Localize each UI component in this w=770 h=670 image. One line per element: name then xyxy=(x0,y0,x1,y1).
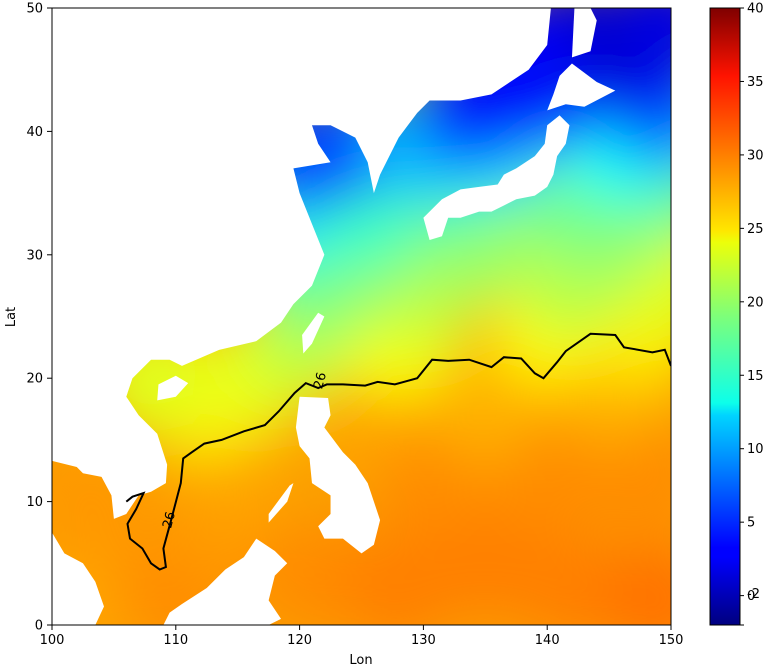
land-polygon xyxy=(52,532,104,625)
colorbar-tick-label: -2 xyxy=(747,587,760,602)
colorbar-tick-label: 20 xyxy=(747,295,764,310)
x-tick-label: 120 xyxy=(287,633,312,648)
y-tick-label: 10 xyxy=(26,495,43,510)
y-tick-label: 40 xyxy=(26,125,43,140)
y-tick-label: 20 xyxy=(26,372,43,387)
land-polygon xyxy=(302,312,325,354)
colorbar-ticks: -20 5 10 15 20 25 30 35 40 xyxy=(740,2,764,626)
colorbar-tick-label: 25 xyxy=(747,222,764,237)
plot-area: 26 26 xyxy=(52,8,671,625)
land-polygon xyxy=(163,538,288,625)
y-axis-ticks: 0 10 20 30 40 50 xyxy=(26,2,52,634)
y-tick-label: 30 xyxy=(26,248,43,263)
y-tick-label: 0 xyxy=(35,619,43,634)
colorbar-tick-label: 30 xyxy=(747,148,764,163)
colorbar: -20 5 10 15 20 25 30 35 40 xyxy=(709,2,764,626)
contour-label: 26 xyxy=(311,371,330,391)
colorbar-gradient xyxy=(709,7,741,626)
colorbar-tick-label: 10 xyxy=(747,442,764,457)
land-polygon xyxy=(571,8,597,58)
land-polygon xyxy=(157,375,189,401)
sst-sample xyxy=(253,517,370,625)
x-axis-ticks: 100 110 120 130 140 150 xyxy=(40,625,684,648)
sst-sample xyxy=(340,529,457,625)
x-tick-label: 110 xyxy=(163,633,188,648)
x-tick-label: 150 xyxy=(659,633,684,648)
plot-frame xyxy=(51,7,672,626)
colorbar-tick-label: 0 xyxy=(747,589,755,604)
contour-label: 26 xyxy=(160,510,179,530)
sst-sample xyxy=(600,542,671,625)
land-mask xyxy=(52,8,616,625)
x-tick-label: 140 xyxy=(535,633,560,648)
sst-sample xyxy=(613,8,671,79)
land-polygon xyxy=(547,63,616,111)
contour-26-line xyxy=(125,332,671,571)
land-polygon xyxy=(295,396,381,554)
y-tick-label: 50 xyxy=(26,2,43,17)
y-axis-label: Lat xyxy=(4,307,19,327)
land-polygon xyxy=(52,8,551,519)
contour-labels: 26 26 xyxy=(160,371,330,530)
colorbar-tick-label: 40 xyxy=(747,2,764,17)
x-axis-label: Lon xyxy=(349,653,372,668)
land-polygon xyxy=(268,483,294,523)
colorbar-tick-label: 5 xyxy=(747,516,755,531)
land-polygon xyxy=(423,115,570,240)
x-tick-label: 130 xyxy=(411,633,436,648)
x-tick-label: 100 xyxy=(40,633,65,648)
colorbar-tick-label: 15 xyxy=(747,369,764,384)
colorbar-tick-label: 35 xyxy=(747,75,764,90)
